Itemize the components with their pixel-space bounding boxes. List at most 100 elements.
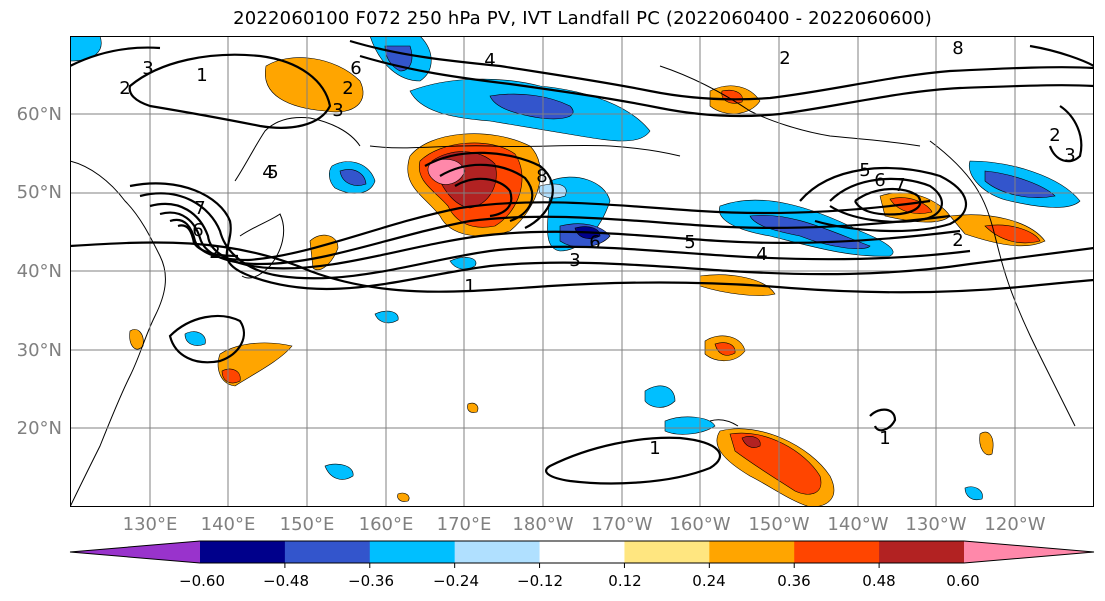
clabel-3: 3 — [569, 250, 580, 271]
clabel-19: 4 — [484, 50, 495, 71]
clabel-23: 8 — [952, 38, 963, 59]
lon-label-130e: 130°E — [122, 514, 178, 535]
cb-tick-neg024: −0.24 — [433, 572, 479, 590]
contour-layer — [70, 39, 1094, 485]
cb-tick-024: 0.24 — [692, 572, 726, 590]
coast-hawaii — [709, 419, 739, 427]
shade-darkblue-gulf — [749, 214, 871, 250]
clabel-7: 7 — [194, 198, 205, 219]
coast-aleutians — [369, 144, 681, 157]
clabel-12: 2 — [342, 78, 353, 99]
shade-orange-tiny-1 — [467, 402, 479, 413]
lon-label-150e: 150°E — [279, 514, 335, 535]
clabel-1: 1 — [464, 276, 475, 297]
cb-tick-036: 0.36 — [777, 572, 811, 590]
cb-tick-neg060: −0.60 — [179, 572, 225, 590]
clabel-20: 5 — [859, 160, 870, 181]
lat-label-60: 60°N — [16, 104, 62, 125]
contour-upper-2 — [359, 54, 1094, 118]
clabel-26: 3 — [1064, 145, 1075, 166]
shade-darkblue-ne — [984, 170, 1056, 198]
contour-jet-2 — [129, 182, 1094, 291]
coast-na-west — [929, 140, 1076, 427]
clabel-21: 6 — [874, 170, 885, 191]
clabel-10: 3 — [142, 58, 153, 79]
colorbar-segment — [539, 541, 625, 563]
lon-label-170w: 170°W — [591, 514, 653, 535]
clabel-16: 5 — [267, 162, 278, 183]
cb-tick-012: 0.12 — [608, 572, 642, 590]
coastline-layer — [70, 65, 1076, 507]
coast-alaska — [659, 65, 921, 147]
shade-darkblue-nw — [489, 93, 574, 120]
colorbar-segment — [454, 541, 541, 563]
lon-label-140e: 140°E — [200, 514, 256, 535]
shade-orange-kamchatka — [264, 57, 364, 113]
contour-upper-6 — [1029, 44, 1094, 67]
shade-darkred-hawaii — [741, 436, 761, 448]
colorbar-segment — [879, 541, 965, 563]
colorbar-extend-high — [964, 541, 1094, 563]
shade-blue-small-1 — [449, 257, 477, 270]
shade-darkblue-kuril — [339, 169, 367, 186]
lat-label-30: 30°N — [16, 340, 62, 361]
coast-kamchatka — [234, 117, 361, 182]
shade-blue-bottom-right — [964, 486, 983, 501]
cb-tick-048: 0.48 — [862, 572, 896, 590]
clabel-6: 6 — [589, 232, 600, 253]
coast-japan — [239, 213, 285, 279]
clabel-5: 5 — [684, 232, 695, 253]
colorbar-segment — [624, 541, 710, 563]
clabel-28: 1 — [879, 428, 890, 449]
clabel-8: 8 — [536, 166, 547, 187]
clabel-9: 2 — [119, 78, 130, 99]
clabel-18: 2 — [209, 242, 220, 263]
lon-label-150w: 150°W — [748, 514, 810, 535]
contour-upper-3 — [128, 53, 332, 129]
contour-trough-2 — [439, 163, 534, 223]
contour-labels: 1 2 3 4 5 6 7 8 2 3 1 2 3 6 4 5 6 2 4 5 … — [119, 38, 1075, 459]
contour-upper-4 — [70, 46, 161, 67]
clabel-17: 6 — [192, 220, 203, 241]
contour-trough-1 — [424, 151, 554, 229]
clabel-15: 4 — [262, 162, 273, 183]
lon-label-140w: 140°W — [827, 514, 889, 535]
contour-jet-1 — [70, 241, 1094, 294]
colorbar-outline — [69, 540, 1095, 564]
shade-red-s1 — [714, 342, 736, 356]
lon-label-120w: 120°W — [984, 514, 1046, 535]
clabel-24: 2 — [779, 48, 790, 69]
shade-red-ne — [889, 197, 933, 214]
colorbar-segment — [709, 541, 795, 563]
map-canvas: 1 2 3 4 5 6 7 8 2 3 1 2 3 6 4 5 6 2 4 5 … — [70, 36, 1094, 507]
colorbar-segment — [369, 541, 456, 563]
map-frame — [70, 36, 1094, 507]
clabel-11: 1 — [196, 65, 207, 86]
lat-label-50: 50°N — [16, 182, 62, 203]
clabel-25: 2 — [1049, 125, 1060, 146]
shade-red-hawaii — [729, 432, 822, 495]
contour-jet-7 — [177, 224, 239, 258]
clabel-13: 3 — [332, 100, 343, 121]
contour-south-1 — [544, 436, 722, 485]
clabel-2: 2 — [952, 230, 963, 251]
colorbar-segment — [794, 541, 880, 563]
shade-red-asia — [221, 368, 241, 384]
colorbar-segment — [200, 541, 286, 563]
lon-label-160w: 160°W — [669, 514, 731, 535]
contour-asia-1 — [168, 314, 246, 364]
colorbar-extend-low — [70, 541, 200, 563]
cb-tick-neg048: −0.48 — [263, 572, 309, 590]
contour-upper-5 — [1048, 105, 1083, 163]
contour-trough-3 — [454, 177, 513, 218]
contour-jet-4 — [149, 202, 961, 270]
shade-blue-bottom-left — [324, 463, 354, 480]
contour-ne-1 — [799, 167, 968, 233]
contour-jet-3 — [139, 192, 971, 280]
shade-orange-right — [979, 431, 994, 456]
coast-asia — [70, 160, 166, 507]
shade-orange-tiny-2 — [397, 492, 410, 502]
map-panel: 1 2 3 4 5 6 7 8 2 3 1 2 3 6 4 5 6 2 4 5 … — [70, 36, 1094, 507]
lat-label-20: 20°N — [16, 418, 62, 439]
contour-upper-1 — [349, 39, 1094, 101]
